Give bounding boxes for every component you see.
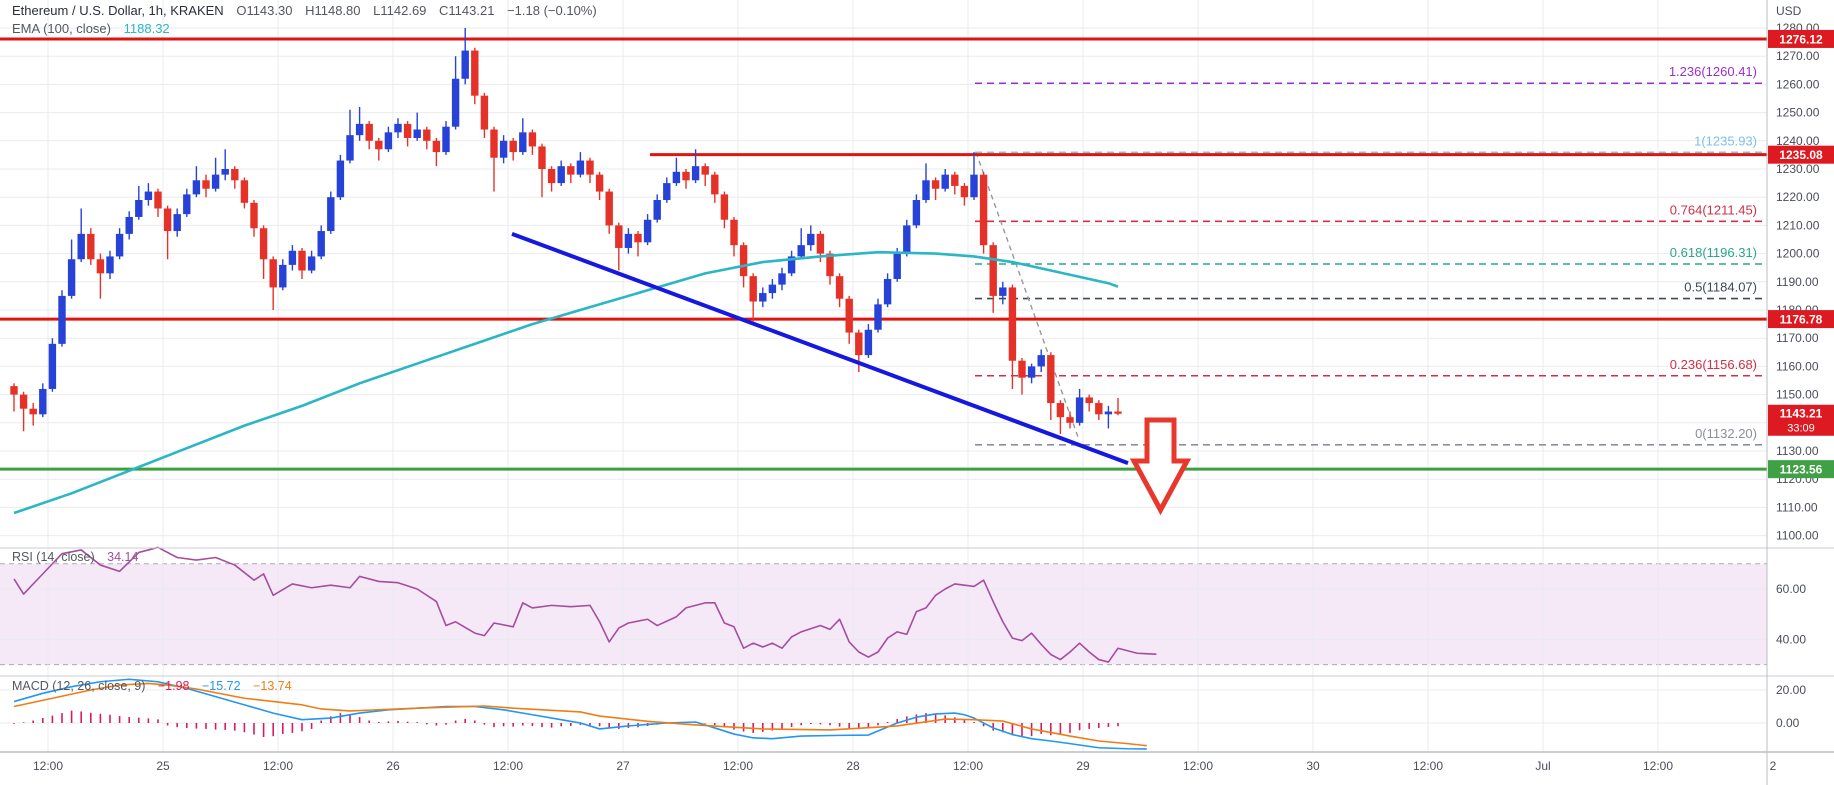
svg-text:12:00: 12:00	[953, 759, 983, 773]
svg-text:1190.00: 1190.00	[1776, 275, 1819, 289]
svg-text:1250.00: 1250.00	[1776, 106, 1820, 120]
svg-text:1240.00: 1240.00	[1776, 134, 1820, 148]
svg-text:1200.00: 1200.00	[1776, 247, 1820, 261]
svg-text:27: 27	[616, 759, 630, 773]
svg-text:12:00: 12:00	[1183, 759, 1213, 773]
svg-text:1170.00: 1170.00	[1776, 331, 1819, 345]
svg-text:29: 29	[1076, 759, 1090, 773]
svg-text:1270.00: 1270.00	[1776, 49, 1820, 63]
rsi-band	[0, 563, 1767, 666]
rsi-line	[13, 546, 1157, 663]
svg-text:1220.00: 1220.00	[1776, 190, 1820, 204]
down-arrow	[1129, 417, 1192, 516]
gridlines	[0, 0, 1767, 752]
svg-text:12:00: 12:00	[1413, 759, 1443, 773]
svg-text:12:00: 12:00	[723, 759, 753, 773]
svg-text:0.236(1156.68): 0.236(1156.68)	[1670, 357, 1757, 372]
svg-text:1230.00: 1230.00	[1776, 162, 1820, 176]
svg-text:2: 2	[1770, 759, 1777, 773]
svg-text:Jul: Jul	[1535, 759, 1550, 773]
price-tags: 1276.12 1235.08 1176.78 1123.56 1143.21 33:09	[1768, 29, 1834, 479]
svg-text:1176.78: 1176.78	[1780, 313, 1823, 327]
svg-text:1(1235.93): 1(1235.93)	[1694, 133, 1757, 148]
svg-text:1235.08: 1235.08	[1779, 148, 1823, 162]
svg-text:1.236(1260.41): 1.236(1260.41)	[1669, 64, 1757, 79]
svg-text:60.00: 60.00	[1776, 582, 1806, 596]
svg-text:26: 26	[386, 759, 400, 773]
macd-plot	[13, 678, 1147, 750]
svg-text:1143.21: 1143.21	[1780, 407, 1823, 421]
svg-text:25: 25	[156, 759, 170, 773]
svg-text:1100.00: 1100.00	[1776, 529, 1819, 543]
svg-text:1130.00: 1130.00	[1776, 444, 1819, 458]
ema-line	[13, 250, 1119, 515]
svg-text:12:00: 12:00	[493, 759, 523, 773]
svg-text:0.764(1211.45): 0.764(1211.45)	[1670, 202, 1757, 217]
svg-text:12:00: 12:00	[263, 759, 293, 773]
svg-text:1110.00: 1110.00	[1776, 500, 1818, 514]
svg-text:1276.12: 1276.12	[1779, 32, 1823, 46]
svg-text:1123.56: 1123.56	[1780, 463, 1823, 477]
svg-text:1210.00: 1210.00	[1776, 218, 1820, 232]
svg-text:1260.00: 1260.00	[1776, 77, 1820, 91]
svg-text:0.618(1196.31): 0.618(1196.31)	[1670, 245, 1757, 260]
svg-text:1150.00: 1150.00	[1776, 388, 1819, 402]
svg-text:30: 30	[1306, 759, 1320, 773]
svg-text:12:00: 12:00	[33, 759, 63, 773]
svg-text:0.00: 0.00	[1776, 716, 1800, 730]
svg-text:28: 28	[846, 759, 860, 773]
trendline	[511, 231, 1129, 466]
svg-text:0.5(1184.07): 0.5(1184.07)	[1684, 280, 1757, 295]
svg-text:1160.00: 1160.00	[1776, 359, 1819, 373]
svg-text:12:00: 12:00	[1643, 759, 1673, 773]
svg-text:USD: USD	[1776, 4, 1802, 18]
level-lines	[0, 37, 1767, 471]
svg-text:20.00: 20.00	[1776, 683, 1806, 697]
time-axis: 12:00 25 12:00 26 12:00 27 12:00 28 12:00 29 12:00…	[33, 759, 1777, 773]
svg-text:33:09: 33:09	[1787, 423, 1815, 435]
svg-text:40.00: 40.00	[1776, 632, 1806, 646]
svg-text:0(1132.20): 0(1132.20)	[1695, 426, 1757, 441]
fib-retracement: 1.236(1260.41) 1(1235.93) 0.764(1211.45) 0.…	[975, 64, 1767, 446]
